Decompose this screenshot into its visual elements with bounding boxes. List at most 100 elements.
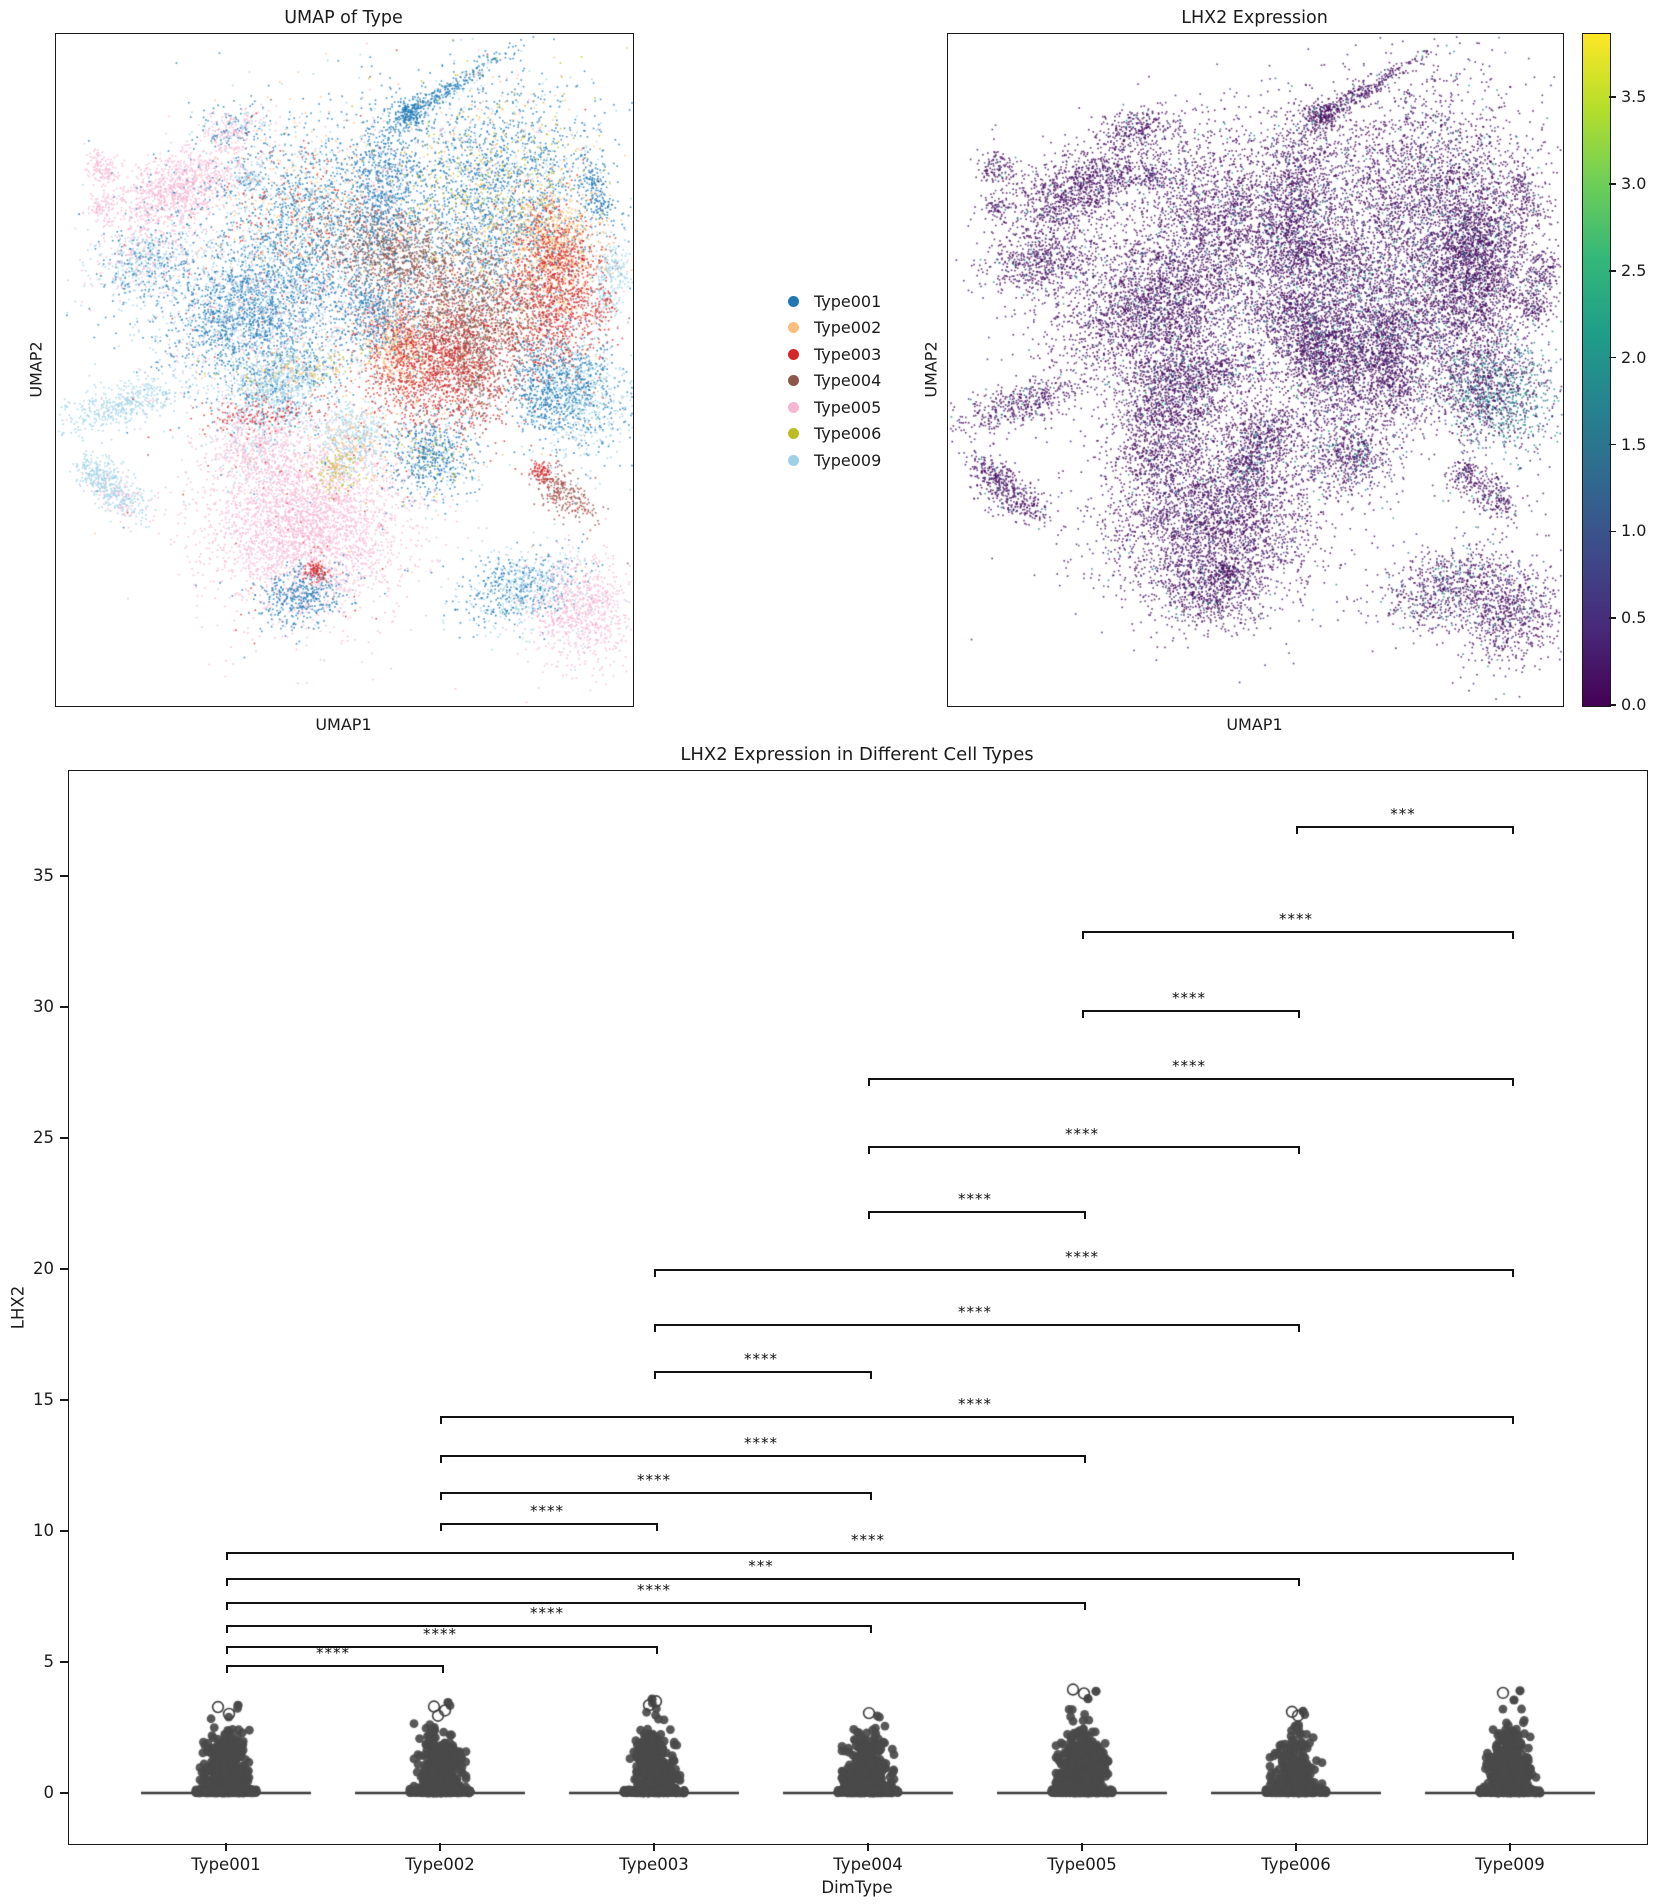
umap-type-title: UMAP of Type bbox=[284, 8, 403, 28]
xtick-mark bbox=[1509, 1843, 1511, 1851]
ytick-mark bbox=[60, 1661, 68, 1663]
significance-label: **** bbox=[637, 1470, 671, 1489]
legend-label: Type005 bbox=[814, 397, 882, 417]
legend-dot bbox=[788, 322, 799, 334]
legend-dot bbox=[788, 348, 799, 360]
ytick-mark bbox=[60, 1399, 68, 1401]
colorbar-tick-label: 1.5 bbox=[1621, 434, 1647, 454]
ytick-mark bbox=[60, 1137, 68, 1139]
legend-item-Type002: Type002 bbox=[788, 315, 881, 342]
significance-label: **** bbox=[958, 1303, 992, 1322]
significance-bar-Type006-Type009 bbox=[1296, 826, 1514, 835]
xtick-label-Type003: Type003 bbox=[619, 1855, 689, 1874]
colorbar-tick-label: 0.5 bbox=[1621, 608, 1647, 628]
significance-label: **** bbox=[1065, 1124, 1099, 1143]
xtick-mark bbox=[1295, 1843, 1297, 1851]
significance-label: *** bbox=[748, 1557, 774, 1576]
ytick-label: 20 bbox=[33, 1259, 54, 1278]
significance-bar-Type001-Type006 bbox=[226, 1578, 1300, 1587]
violin-points bbox=[68, 770, 1646, 1843]
legend-item-Type005: Type005 bbox=[788, 394, 881, 421]
significance-bar-Type004-Type006 bbox=[868, 1145, 1300, 1154]
xtick-mark bbox=[439, 1843, 441, 1851]
type-legend: Type001 Type002 Type003 Type004 Type005 Type0… bbox=[788, 288, 881, 474]
legend-item-Type004: Type004 bbox=[788, 368, 881, 395]
xtick-mark bbox=[867, 1843, 869, 1851]
violin-title: LHX2 Expression in Different Cell Types bbox=[680, 744, 1034, 765]
colorbar-tick-label: 0.0 bbox=[1621, 695, 1647, 714]
xtick-label-Type006: Type006 bbox=[1261, 1855, 1331, 1874]
umap-type-xlabel: UMAP1 bbox=[315, 715, 372, 734]
significance-bar-Type002-Type009 bbox=[440, 1415, 1514, 1424]
violin-xlabel: DimType bbox=[821, 1878, 893, 1897]
xtick-label-Type002: Type002 bbox=[405, 1855, 475, 1874]
ytick-label: 5 bbox=[43, 1652, 55, 1671]
legend-item-Type006: Type006 bbox=[788, 421, 881, 448]
significance-label: **** bbox=[423, 1625, 457, 1644]
ytick-label: 0 bbox=[43, 1783, 55, 1802]
colorbar-tick-mark bbox=[1609, 530, 1616, 533]
significance-label: **** bbox=[1172, 1056, 1206, 1075]
violin-ylabel: LHX2 bbox=[8, 1285, 28, 1330]
colorbar-tick-mark bbox=[1609, 270, 1616, 272]
xtick-label-Type009: Type009 bbox=[1475, 1855, 1545, 1874]
significance-bar-Type003-Type006 bbox=[654, 1324, 1300, 1333]
ytick-label: 25 bbox=[33, 1128, 54, 1147]
significance-label: **** bbox=[637, 1580, 671, 1599]
xtick-label-Type005: Type005 bbox=[1047, 1855, 1117, 1874]
xtick-label-Type004: Type004 bbox=[833, 1855, 903, 1874]
umap-expr-title: LHX2 Expression bbox=[1181, 8, 1328, 28]
colorbar-tick-mark bbox=[1609, 617, 1616, 619]
umap-expr-ylabel: UMAP2 bbox=[921, 341, 941, 398]
ytick-mark bbox=[60, 1792, 68, 1794]
ytick-label: 35 bbox=[33, 866, 54, 885]
expression-colorbar bbox=[1582, 33, 1611, 707]
significance-bar-Type002-Type004 bbox=[440, 1491, 872, 1500]
colorbar-tick-label: 2.0 bbox=[1621, 347, 1647, 367]
legend-item-Type009: Type009 bbox=[788, 447, 881, 474]
legend-label: Type001 bbox=[814, 291, 882, 311]
significance-bar-Type002-Type005 bbox=[440, 1455, 1086, 1464]
colorbar-tick-mark bbox=[1609, 183, 1616, 185]
legend-dot bbox=[788, 401, 799, 413]
colorbar-tick-label: 1.0 bbox=[1621, 521, 1647, 541]
significance-bar-Type004-Type009 bbox=[868, 1077, 1514, 1086]
significance-bar-Type005-Type009 bbox=[1082, 931, 1514, 940]
significance-bar-Type001-Type003 bbox=[226, 1646, 658, 1655]
umap-type-panel bbox=[55, 33, 634, 707]
colorbar-tick-mark bbox=[1609, 704, 1616, 706]
legend-label: Type003 bbox=[814, 344, 882, 364]
umap-type-scatter bbox=[56, 34, 633, 706]
ytick-label: 15 bbox=[33, 1390, 54, 1409]
colorbar-tick-label: 2.5 bbox=[1621, 260, 1647, 280]
legend-label: Type004 bbox=[814, 371, 882, 391]
significance-bar-Type002-Type003 bbox=[440, 1523, 658, 1532]
significance-label: **** bbox=[1279, 910, 1313, 929]
ytick-label: 30 bbox=[33, 997, 54, 1016]
umap-expr-xlabel: UMAP1 bbox=[1226, 715, 1283, 734]
ytick-mark bbox=[60, 875, 68, 877]
significance-label: **** bbox=[958, 1394, 992, 1413]
colorbar-tick-mark bbox=[1609, 96, 1616, 98]
legend-dot bbox=[788, 375, 799, 387]
legend-label: Type002 bbox=[814, 318, 882, 338]
significance-label: **** bbox=[530, 1502, 564, 1521]
legend-dot bbox=[788, 454, 799, 466]
significance-label: **** bbox=[1172, 988, 1206, 1007]
xtick-mark bbox=[1081, 1843, 1083, 1851]
significance-bar-Type005-Type006 bbox=[1082, 1009, 1300, 1018]
xtick-mark bbox=[225, 1843, 227, 1851]
significance-label: **** bbox=[744, 1350, 778, 1369]
legend-label: Type009 bbox=[814, 450, 882, 470]
significance-label: **** bbox=[1065, 1248, 1099, 1266]
significance-label: *** bbox=[1390, 805, 1416, 824]
significance-bar-Type001-Type005 bbox=[226, 1601, 1086, 1610]
colorbar-tick-label: 3.0 bbox=[1621, 174, 1647, 194]
xtick-mark bbox=[653, 1843, 655, 1851]
significance-bar-Type001-Type002 bbox=[226, 1664, 444, 1673]
ytick-label: 10 bbox=[33, 1521, 54, 1540]
significance-label: **** bbox=[958, 1190, 992, 1209]
significance-bar-Type001-Type009 bbox=[226, 1551, 1514, 1560]
significance-label: **** bbox=[530, 1604, 564, 1623]
colorbar-tick-mark bbox=[1609, 443, 1616, 446]
